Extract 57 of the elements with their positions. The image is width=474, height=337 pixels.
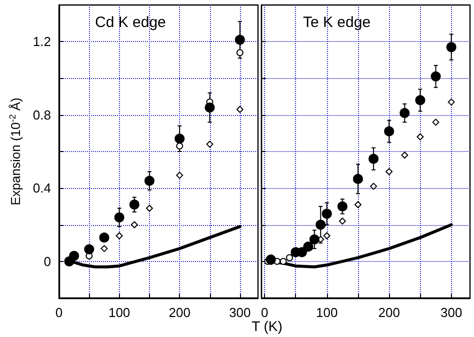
point [174, 134, 185, 144]
point [99, 232, 110, 243]
point [368, 154, 379, 164]
point [400, 108, 410, 118]
point [337, 201, 348, 212]
x-tick-label: 100 [316, 305, 338, 320]
point [309, 234, 320, 244]
point [416, 133, 424, 140]
x-tick-label: 300 [440, 305, 462, 320]
point [129, 200, 140, 210]
x-tick-label: 200 [378, 305, 400, 320]
point [144, 176, 154, 186]
point [384, 126, 394, 136]
point [401, 152, 408, 159]
point [84, 244, 94, 254]
point [206, 140, 214, 148]
y-tick-label: 0 [44, 254, 51, 269]
point [323, 232, 330, 240]
point [432, 118, 440, 126]
text: Cd K edge [95, 14, 166, 31]
point [430, 71, 441, 82]
x-tick-label: 100 [108, 305, 130, 320]
point [286, 254, 294, 262]
point [338, 218, 346, 225]
point [415, 95, 426, 106]
y-tick-label: 0.8 [32, 107, 51, 122]
point [234, 34, 245, 45]
point [316, 220, 326, 230]
point [204, 102, 215, 113]
point [352, 174, 363, 184]
x-tick-label: 300 [229, 305, 251, 320]
point [100, 245, 108, 252]
y-axis-title: Expansion (10-2 Å) [8, 98, 23, 206]
point [266, 254, 276, 265]
point [322, 208, 332, 219]
text: Te K edge [303, 14, 371, 31]
x-tick-label: 200 [168, 305, 190, 320]
point [130, 221, 138, 228]
point [370, 182, 378, 190]
point [236, 49, 244, 56]
point [114, 212, 124, 222]
point [303, 242, 314, 252]
point [146, 204, 153, 212]
y-tick-label: 1.2 [32, 34, 51, 50]
point [280, 258, 287, 265]
point [236, 106, 244, 113]
y-tick-label: 0.4 [32, 180, 51, 196]
x-tick-label: 0 [55, 305, 63, 320]
point [354, 201, 362, 208]
point [446, 42, 456, 52]
point [69, 250, 80, 261]
point [176, 172, 184, 179]
x-tick-label: 0 [261, 305, 268, 320]
point [448, 98, 455, 106]
point [116, 232, 123, 240]
x-axis-title: T (K) [252, 318, 282, 334]
point [386, 168, 393, 176]
